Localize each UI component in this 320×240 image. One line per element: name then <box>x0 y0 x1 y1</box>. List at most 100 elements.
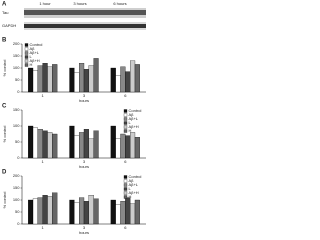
legend-label: Aβ+H <box>30 58 40 63</box>
bar <box>47 196 53 225</box>
bar <box>110 199 116 225</box>
y-tick-label: 150 <box>13 53 20 58</box>
legend-swatch <box>24 63 29 67</box>
time-label: 6 hours <box>113 1 126 6</box>
bar <box>125 71 131 93</box>
legend-label: Control <box>129 174 142 179</box>
legend-swatch <box>24 59 29 63</box>
bar <box>52 64 58 93</box>
legend-swatch <box>123 129 128 133</box>
x-axis-label: hours <box>79 98 89 103</box>
x-tick-label: 3 <box>83 225 86 230</box>
bar <box>52 192 58 225</box>
bar <box>93 198 99 225</box>
y-tick-label: 0 <box>17 155 20 160</box>
bar <box>110 67 116 93</box>
x-tick-label: 3 <box>83 93 86 98</box>
legend-label: L <box>129 186 132 191</box>
bar <box>130 203 136 225</box>
bar <box>134 199 140 225</box>
bar <box>93 130 99 159</box>
legend-label: H <box>129 194 132 199</box>
x-tick-label: 6 <box>124 225 127 230</box>
legend-swatch <box>123 191 128 195</box>
bar <box>120 201 126 225</box>
bar <box>110 125 116 159</box>
x-tick-label: 1 <box>42 225 45 230</box>
legend-label: L <box>30 54 33 59</box>
legend-swatch <box>24 43 29 47</box>
bar <box>69 67 75 93</box>
bar <box>52 133 58 159</box>
legend-label: Aβ+L <box>129 182 139 187</box>
x-tick-label: 1 <box>42 159 45 164</box>
legend-label: Aβ+L <box>129 116 139 121</box>
bar <box>42 63 48 93</box>
y-tick-label: 0 <box>17 89 20 94</box>
y-axis-label: % control <box>2 192 7 209</box>
bar <box>83 69 89 93</box>
time-label: 3 hours <box>73 1 86 6</box>
bar <box>74 72 80 93</box>
bar <box>134 64 140 93</box>
bar <box>115 75 121 93</box>
legend-label: Aβ <box>129 112 135 117</box>
y-axis-label: % control <box>2 60 7 77</box>
bar <box>130 132 136 159</box>
legend-label: Aβ+H <box>129 190 139 195</box>
legend-swatch <box>123 121 128 125</box>
legend-label: Control <box>129 108 142 113</box>
bar <box>32 198 38 225</box>
x-axis-label: hours <box>79 230 89 235</box>
legend-swatch <box>123 175 128 179</box>
bar <box>37 129 43 159</box>
bar <box>47 132 53 159</box>
bar <box>47 66 53 93</box>
legend-swatch <box>24 55 29 59</box>
legend-label: H <box>129 128 132 133</box>
legend-label: Aβ+H <box>129 124 139 129</box>
x-tick-label: 1 <box>42 93 45 98</box>
bar <box>125 135 131 159</box>
bar <box>79 63 85 93</box>
bar <box>120 66 126 93</box>
bar <box>28 125 34 159</box>
figure: A 1 hour 3 hours 6 hours Tau GAPDH B % co… <box>2 1 146 235</box>
panel-label: B <box>2 38 7 44</box>
legend-swatch <box>123 125 128 129</box>
bar <box>115 138 121 159</box>
bar <box>88 195 94 225</box>
bar <box>83 201 89 225</box>
legend-label: Aβ <box>30 46 36 51</box>
bar <box>28 67 34 93</box>
legend-swatch <box>123 179 128 183</box>
x-tick-label: 6 <box>124 159 127 164</box>
bar <box>134 137 140 159</box>
panel-label: A <box>2 2 7 8</box>
legend-swatch <box>123 195 128 199</box>
y-tick-label: 100 <box>13 197 20 202</box>
bar <box>69 199 75 225</box>
legend-swatch <box>123 117 128 121</box>
legend-label: Aβ <box>129 178 135 183</box>
time-label: 1 hour <box>39 1 51 6</box>
bar <box>79 197 85 225</box>
bar <box>88 65 94 93</box>
bar <box>93 58 99 93</box>
bar <box>125 197 131 225</box>
bar <box>120 133 126 159</box>
legend-swatch <box>123 113 128 117</box>
bar <box>37 197 43 225</box>
bar <box>32 70 38 93</box>
y-axis-label: % control <box>2 126 7 143</box>
x-tick-label: 3 <box>83 159 86 164</box>
legend-label: Aβ+L <box>30 50 40 55</box>
y-tick-label: 50 <box>15 209 20 214</box>
legend-label: Control <box>30 42 43 47</box>
y-tick-label: 150 <box>13 185 20 190</box>
bar <box>130 60 136 93</box>
panel-label: C <box>2 104 7 110</box>
x-axis-label: hours <box>79 164 89 169</box>
y-tick-label: 100 <box>13 123 20 128</box>
bar <box>115 204 121 225</box>
